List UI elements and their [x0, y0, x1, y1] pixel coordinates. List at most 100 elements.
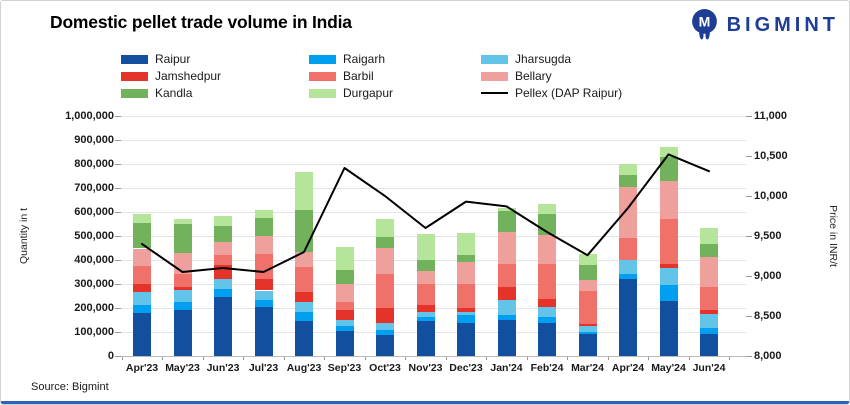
legend-color-swatch [309, 88, 336, 98]
legend-label: Jamshedpur [155, 69, 222, 83]
bar-segment-raipur [578, 333, 597, 356]
bar-segment-barbil [497, 263, 516, 287]
bar-segment-jharsugda [133, 291, 151, 306]
bar-segment-jamshedpur [700, 309, 718, 314]
y-axis-tick-label-left: 400,000 [74, 254, 114, 266]
x-axis-tick-mark [526, 356, 528, 360]
y-axis-title-right: Price in INR/t [827, 205, 839, 267]
bar-segment-jamshedpur [457, 308, 475, 312]
bar-segment-bellary [700, 257, 718, 287]
bar-segment-kandla [619, 175, 637, 188]
legend-item-kandla: Kandla [121, 86, 309, 100]
bar-segment-durgapur [133, 213, 151, 223]
bar-segment-barbil [538, 264, 556, 299]
bigmint-logo-text: BIGMINT [726, 14, 839, 36]
y-axis-tick-mark-left [115, 236, 121, 237]
y-axis-tick-mark-right [746, 316, 752, 317]
y-axis-tick-label-left: 1,000,000 [65, 110, 114, 122]
bar-segment-durgapur [538, 204, 556, 215]
x-axis-tick-label: May'24 [651, 362, 686, 374]
bar-segment-barbil [457, 283, 475, 309]
bar-segment-bellary [335, 283, 354, 302]
legend-item-jharsugda: Jharsugda [481, 52, 701, 66]
bar-segment-jamshedpur [214, 264, 232, 279]
bar-segment-kandla [295, 209, 313, 253]
bar-segment-raipur [335, 331, 354, 356]
legend-item-durgapur: Durgapur [309, 86, 481, 100]
legend-label: Raigarh [343, 52, 386, 66]
bar-segment-bellary [578, 279, 597, 291]
bar-segment-bellary [457, 262, 475, 284]
bar-segment-jharsugda [376, 323, 394, 330]
source-note: Source: Bigmint [31, 381, 109, 393]
x-axis-tick-mark [202, 356, 204, 360]
legend-color-swatch [309, 54, 336, 64]
bigmint-logo-icon: M [691, 9, 717, 40]
y-axis-tick-mark-left [115, 260, 121, 261]
bar-segment-durgapur [173, 218, 192, 225]
x-axis-tick-mark [162, 356, 164, 360]
y-axis-tick-mark-right [746, 236, 752, 237]
x-axis-tick-label: May'23 [165, 362, 200, 374]
x-axis-tick-label: Jun'23 [206, 362, 240, 374]
bar-segment-kandla [538, 214, 556, 236]
legend-color-swatch [481, 54, 508, 64]
x-axis-tick-mark [405, 356, 407, 360]
bar-segment-jamshedpur [254, 278, 273, 291]
bar-segment-jharsugda [335, 319, 354, 327]
legend-label: Raipur [155, 52, 191, 66]
bar-segment-bellary [133, 248, 151, 266]
bar-segment-durgapur [416, 233, 435, 260]
bar-segment-durgapur [335, 246, 354, 270]
bar-segment-raigarh [700, 328, 718, 334]
bar-segment-bellary [295, 252, 313, 268]
y-axis-tick-mark-left [115, 284, 121, 285]
bar-segment-kandla [254, 218, 273, 237]
legend-label: Pellex (DAP Raipur) [515, 86, 623, 100]
legend-item-jamshedpur: Jamshedpur [121, 69, 309, 83]
bar-segment-raigarh [416, 316, 435, 322]
bar-segment-raipur [497, 319, 516, 356]
bar-segment-jamshedpur [578, 324, 597, 326]
bar-segment-jharsugda [538, 306, 556, 317]
bar-segment-jamshedpur [173, 286, 192, 291]
bar-segment-kandla [497, 211, 516, 232]
legend-label: Barbil [343, 69, 374, 83]
y-axis-tick-mark-right [746, 276, 752, 277]
bar-segment-barbil [133, 265, 151, 284]
bar-segment-bellary [214, 241, 232, 255]
legend-label: Jharsugda [515, 52, 572, 66]
x-axis-tick-mark [486, 356, 488, 360]
bar-segment-jharsugda [457, 311, 475, 315]
gridline-900000 [121, 140, 746, 141]
bar-segment-barbil [659, 218, 678, 264]
bar-segment-jharsugda [295, 301, 313, 312]
bar-segment-raigarh [578, 331, 597, 334]
x-axis-tick-mark [324, 356, 326, 360]
plot-area [121, 116, 746, 357]
bar-segment-durgapur [659, 146, 678, 158]
bar-segment-raipur [254, 306, 273, 356]
bar-segment-barbil [295, 267, 313, 292]
x-axis-tick-label: Apr'24 [611, 362, 645, 374]
bar-segment-durgapur [700, 227, 718, 245]
bar-segment-kandla [133, 222, 151, 249]
y-axis-tick-mark-right [746, 156, 752, 157]
y-axis-tick-mark-left [115, 356, 121, 357]
bar-segment-raipur [538, 323, 556, 356]
bar-segment-raipur [214, 296, 232, 356]
bar-segment-jharsugda [254, 290, 273, 301]
x-axis-tick-mark [648, 356, 650, 360]
legend-color-swatch [121, 88, 148, 98]
legend-item-pellex-dap-raipur-: Pellex (DAP Raipur) [481, 86, 701, 100]
y-axis-tick-label-right: 10,000 [754, 190, 788, 202]
x-axis-tick-mark [567, 356, 569, 360]
bar-segment-raigarh [619, 274, 637, 280]
gridline-800000 [121, 164, 746, 165]
bar-segment-raipur [295, 321, 313, 356]
bar-segment-jharsugda [700, 314, 718, 329]
gridline-0 [121, 356, 746, 357]
x-axis-tick-mark [283, 356, 285, 360]
bar-segment-jharsugda [659, 267, 678, 286]
chart-legend: Raipur Raigarh Jharsugda Jamshedpur Barbil Be… [121, 52, 701, 100]
